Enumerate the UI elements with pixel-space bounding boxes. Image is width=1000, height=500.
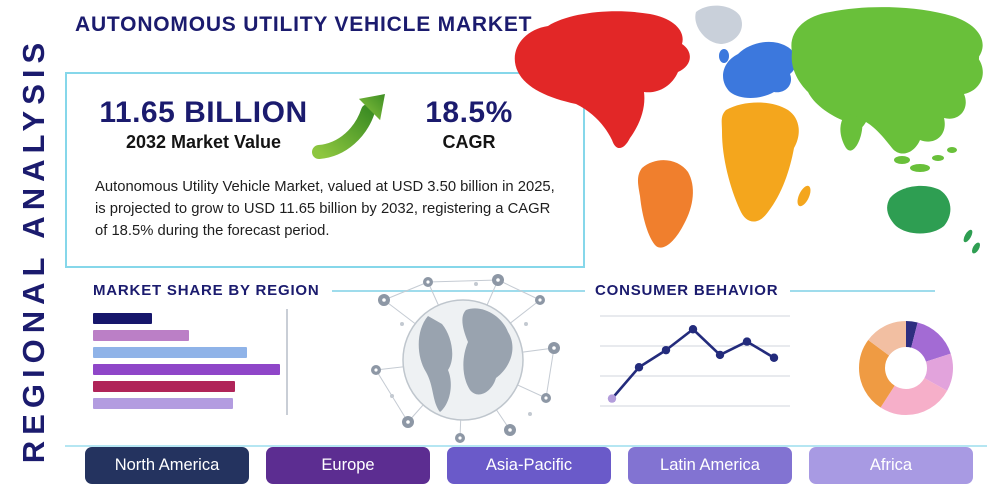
cagr-block: 18.5% CAGR <box>399 96 539 153</box>
bar-segment <box>93 347 248 358</box>
highlight-panel: 11.65 BILLION 2032 Market Value 18.5% CA… <box>65 72 585 268</box>
section-underline <box>790 289 935 292</box>
bar-segment <box>93 364 281 375</box>
line-point <box>607 394 617 403</box>
bar-segment <box>93 313 152 324</box>
region-india <box>840 114 863 151</box>
line-point <box>715 350 725 360</box>
market-summary-text: Autonomous Utility Vehicle Market, value… <box>95 179 555 240</box>
cagr-caption: CAGR <box>442 132 496 152</box>
island-madagascar <box>797 185 811 207</box>
islands-southeast-asia <box>894 52 980 172</box>
market-value-caption: 2032 Market Value <box>125 132 282 152</box>
continent-africa <box>721 102 799 222</box>
region-buttons: North America Europe Asia-Pacific Latin Ame… <box>85 447 973 484</box>
islands-new-zealand <box>963 229 980 254</box>
bar-segment <box>93 330 189 341</box>
continent-australia <box>887 185 951 234</box>
donut-slice <box>859 321 953 415</box>
footer-divider <box>65 445 987 447</box>
growth-arrow-icon <box>312 94 385 159</box>
line-point <box>661 345 671 355</box>
consumer-behavior-title: CONSUMER BEHAVIOR <box>595 282 779 299</box>
line-point <box>742 337 752 346</box>
bar-group <box>93 313 288 409</box>
continent-europe <box>723 41 797 98</box>
market-share-section-header: MARKET SHARE BY REGION <box>93 282 585 299</box>
island-uk <box>719 49 729 63</box>
bar-segment <box>93 398 234 409</box>
consumer-behavior-line-chart <box>598 308 793 421</box>
continent-south-america <box>638 160 693 248</box>
line-point <box>769 353 779 362</box>
world-map <box>514 5 983 254</box>
vertical-title: REGIONAL ANALYSIS <box>16 36 51 464</box>
cagr-value: 18.5% <box>425 96 513 129</box>
market-value-block: 11.65 BILLION 2032 Market Value <box>91 96 316 153</box>
bar-chart-gridline <box>286 309 288 415</box>
region-button-africa[interactable]: Africa <box>809 447 973 484</box>
region-button-north-america[interactable]: North America <box>85 447 249 484</box>
continent-asia <box>791 7 983 154</box>
region-button-europe[interactable]: Europe <box>266 447 430 484</box>
line-point <box>688 325 698 334</box>
market-share-title: MARKET SHARE BY REGION <box>93 282 320 299</box>
donut-slice <box>859 321 953 415</box>
section-underline <box>331 289 585 292</box>
donut-slice <box>859 321 953 415</box>
market-share-bar-chart <box>93 309 288 415</box>
donut-slice <box>859 321 953 415</box>
bar-segment <box>93 381 236 392</box>
market-value-2032: 11.65 BILLION <box>99 96 308 129</box>
continent-greenland <box>695 5 742 45</box>
globe-network-illustration <box>371 274 560 443</box>
consumer-donut-chart <box>858 320 954 421</box>
continent-north-america <box>514 11 690 149</box>
region-button-latin-america[interactable]: Latin America <box>628 447 792 484</box>
page-title: AUTONOMOUS UTILITY VEHICLE MARKET <box>75 13 533 36</box>
region-button-asia-pacific[interactable]: Asia-Pacific <box>447 447 611 484</box>
consumer-behavior-section-header: CONSUMER BEHAVIOR <box>595 282 935 299</box>
line-point <box>634 363 644 372</box>
